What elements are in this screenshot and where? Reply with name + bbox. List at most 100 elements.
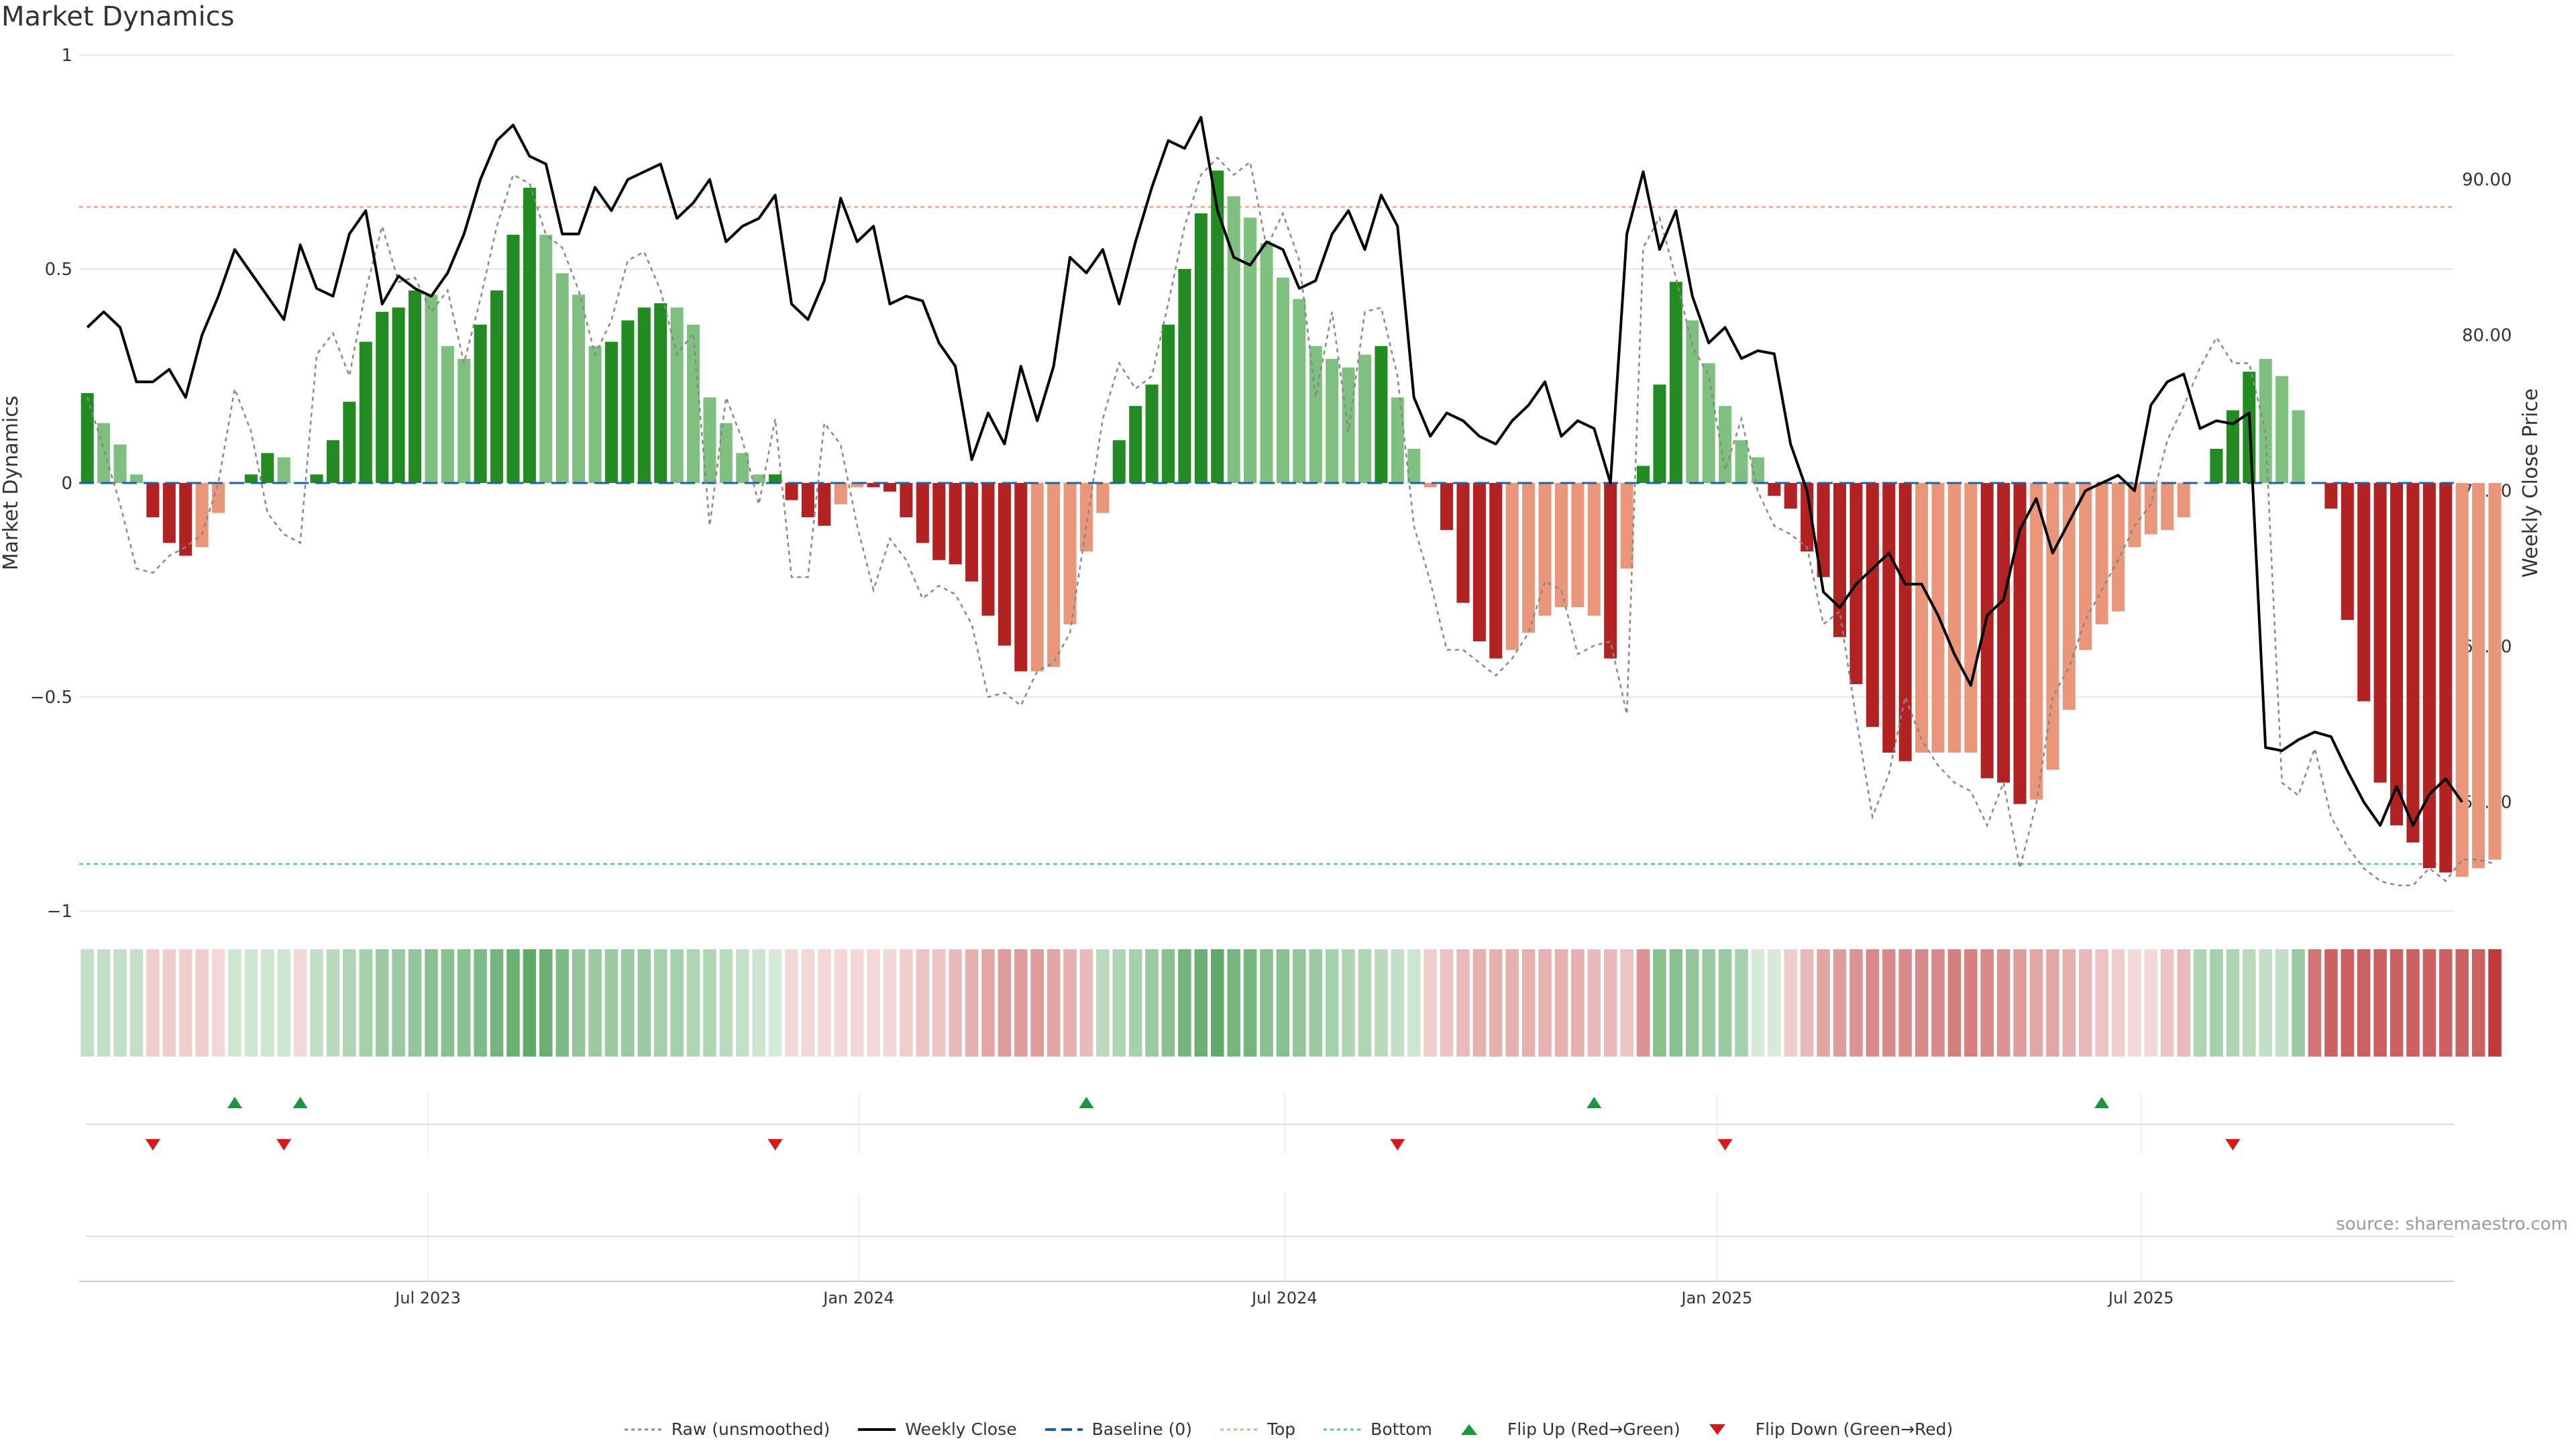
- regime-cell: [2455, 949, 2469, 1057]
- regime-cell: [2095, 949, 2108, 1057]
- regime-cell: [1718, 949, 1732, 1057]
- regime-cell: [359, 949, 373, 1057]
- dynamics-bar: [523, 187, 536, 483]
- dynamics-bar: [1063, 483, 1077, 625]
- dynamics-bar: [211, 483, 225, 513]
- regime-cell: [1243, 949, 1257, 1057]
- regime-cell: [637, 949, 651, 1057]
- dynamics-bar: [343, 401, 356, 483]
- legend-item-raw: Raw (unsmoothed): [623, 1419, 830, 1439]
- dynamics-bar: [458, 358, 471, 483]
- regime-cell: [1505, 949, 1519, 1057]
- regime-cell: [1063, 949, 1077, 1057]
- dynamics-bar: [244, 474, 258, 483]
- dynamics-bar: [2292, 410, 2305, 483]
- regime-cell: [818, 949, 831, 1057]
- legend-item-baseline: Baseline (0): [1044, 1419, 1192, 1439]
- legend-baseline-swatch: [1044, 1428, 1083, 1431]
- dynamics-bar: [359, 341, 372, 483]
- raw-series-line: [87, 156, 2496, 886]
- regime-cell: [1964, 949, 1978, 1057]
- regime-cell: [80, 949, 94, 1057]
- regime-cell: [2062, 949, 2076, 1057]
- dynamics-bar: [719, 423, 733, 483]
- dynamics-bar: [2472, 483, 2485, 869]
- regime-cell: [1014, 949, 1028, 1057]
- legend-item-close: Weekly Close: [857, 1419, 1017, 1439]
- dynamics-bar: [162, 483, 176, 543]
- dynamics-bar: [2390, 483, 2404, 826]
- regime-cell: [326, 949, 340, 1057]
- dynamics-bar: [637, 307, 651, 483]
- regime-cell: [735, 949, 749, 1057]
- regime-cell: [1996, 949, 2010, 1057]
- regime-cell: [1915, 949, 1929, 1057]
- regime-cell: [752, 949, 765, 1057]
- dynamics-bar: [129, 474, 143, 483]
- regime-cell: [1210, 949, 1224, 1057]
- regime-cell: [867, 949, 880, 1057]
- flip-down-marker: [1717, 1139, 1733, 1150]
- regime-cell: [981, 949, 995, 1057]
- regime-cell: [1800, 949, 1814, 1057]
- regime-cell: [2341, 949, 2355, 1057]
- regime-cell: [1260, 949, 1273, 1057]
- regime-cell: [2373, 949, 2387, 1057]
- dynamics-bar: [949, 483, 962, 565]
- regime-cell: [588, 949, 602, 1057]
- regime-cell: [850, 949, 864, 1057]
- dynamics-bar: [1784, 483, 1797, 509]
- regime-cell: [1833, 949, 1847, 1057]
- dynamics-bar: [686, 324, 700, 483]
- legend-close-swatch: [858, 1428, 896, 1431]
- regime-cell: [1587, 949, 1601, 1057]
- dynamics-bar: [2210, 448, 2223, 483]
- regime-cell: [2422, 949, 2436, 1057]
- legend-bottom-label: Bottom: [1371, 1419, 1432, 1439]
- dynamics-bar: [408, 290, 422, 483]
- y-tick-label: −0.5: [30, 688, 72, 708]
- regime-cell: [1342, 949, 1355, 1057]
- regime-cell: [1276, 949, 1290, 1057]
- dynamics-bar: [900, 483, 913, 518]
- regime-cell: [998, 949, 1012, 1057]
- legend-flipdown-swatch: [1709, 1424, 1725, 1435]
- dynamics-bar: [146, 483, 160, 518]
- dynamics-bar: [2046, 483, 2059, 770]
- dynamics-bar: [2079, 483, 2092, 650]
- regime-cell: [244, 949, 258, 1057]
- dynamics-bar: [1636, 466, 1650, 483]
- regime-cell: [785, 949, 798, 1057]
- dynamics-bar: [1997, 483, 2010, 783]
- dynamics-bar: [1375, 345, 1388, 483]
- flip-up-marker: [1079, 1097, 1094, 1108]
- regime-cell: [900, 949, 913, 1057]
- x-tick-label: Jul 2023: [394, 1289, 461, 1307]
- dynamics-bar: [1342, 367, 1355, 483]
- regime-cell: [457, 949, 471, 1057]
- regime-cell: [834, 949, 848, 1057]
- dynamics-bar: [981, 483, 995, 616]
- regime-cell: [2439, 949, 2453, 1057]
- regime-cell: [1653, 949, 1666, 1057]
- dynamics-bar: [490, 290, 504, 483]
- dynamics-bar: [1571, 483, 1585, 608]
- regime-cell: [2193, 949, 2207, 1057]
- regime-cell: [1227, 949, 1240, 1057]
- dynamics-bar: [2357, 483, 2371, 702]
- dynamics-bar: [785, 483, 798, 500]
- flip-down-marker: [1390, 1139, 1405, 1150]
- dynamics-bar: [1669, 282, 1682, 483]
- y2-tick-label: 90.00: [2462, 170, 2512, 191]
- dynamics-bar: [1145, 384, 1159, 483]
- regime-cell: [1620, 949, 1633, 1057]
- regime-cell: [1391, 949, 1405, 1057]
- dynamics-bar: [1276, 277, 1289, 483]
- regime-cell: [604, 949, 619, 1057]
- legend-raw-label: Raw (unsmoothed): [671, 1419, 830, 1439]
- regime-cell: [1735, 949, 1748, 1057]
- dynamics-bar: [2373, 483, 2387, 783]
- dynamics-bar: [1096, 483, 1110, 513]
- dynamics-bar: [2226, 410, 2239, 483]
- dynamics-bar: [1768, 483, 1781, 496]
